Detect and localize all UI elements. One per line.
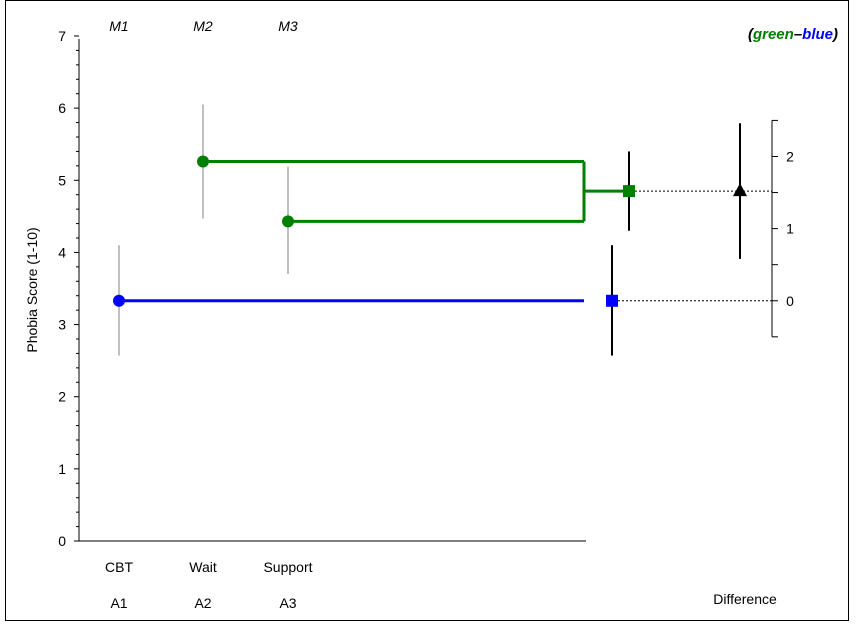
chart-frame: 0 1 2 3 4 5 6 7 Phobia Score (1-10) M1 CBT A1 M2 Wa… — [5, 0, 849, 621]
group-name-label: CBT — [105, 559, 133, 575]
contrast-title-blue: blue — [802, 26, 833, 43]
y-tick-label: 1 — [58, 461, 66, 477]
contrast-title-green: green — [752, 26, 794, 43]
difference-tick-label: 1 — [786, 221, 794, 237]
contrast-title-open: ( — [748, 26, 755, 43]
y-tick-label: 2 — [58, 389, 66, 405]
y-axis-label: Phobia Score (1-10) — [24, 227, 40, 352]
y-tick-label: 3 — [58, 317, 66, 333]
contrast-title-close: ) — [831, 26, 838, 43]
group-mean-point — [282, 215, 294, 228]
y-tick-label: 6 — [58, 100, 66, 116]
combined-mean-marker — [606, 294, 618, 307]
y-tick-label: 5 — [58, 172, 66, 188]
group-mean-point — [113, 294, 125, 307]
y-tick-label: 7 — [58, 28, 66, 44]
contrast-chart: 0 1 2 3 4 5 6 7 Phobia Score (1-10) M1 CBT A1 M2 Wa… — [24, 18, 838, 611]
group-code-label: A2 — [194, 595, 211, 611]
difference-label: Difference — [713, 591, 777, 607]
group-name-label: Support — [263, 559, 312, 575]
y-tick-label: 4 — [58, 244, 66, 260]
group-code-label: A3 — [279, 595, 296, 611]
group-code-label: A1 — [110, 595, 127, 611]
group-mean-label: M2 — [193, 18, 213, 34]
group-mean-point — [197, 155, 209, 168]
group-mean-label: M1 — [109, 18, 128, 34]
difference-tick-label: 0 — [786, 293, 794, 309]
contrast-title-dash: – — [794, 26, 802, 43]
difference-marker — [733, 183, 747, 197]
contrast-title: (green–blue) — [748, 26, 838, 43]
group-mean-label: M3 — [278, 18, 298, 34]
y-tick-label: 0 — [58, 533, 66, 549]
group-name-label: Wait — [189, 559, 217, 575]
difference-tick-label: 2 — [786, 148, 794, 164]
combined-mean-marker — [623, 185, 635, 198]
